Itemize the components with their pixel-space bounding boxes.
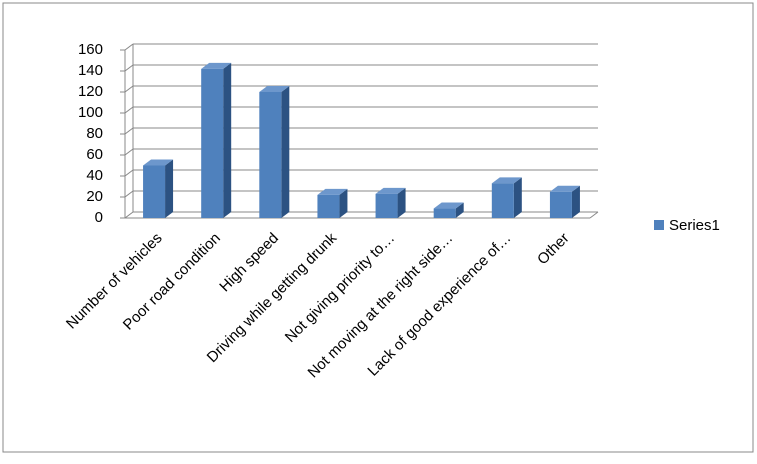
- floor-line: [589, 211, 599, 219]
- bar-side: [223, 62, 232, 219]
- y-tick-label: 20: [86, 188, 103, 205]
- bar: [491, 183, 514, 218]
- legend-label: Series1: [669, 217, 720, 234]
- grid-line: [124, 169, 134, 177]
- bar: [259, 92, 282, 218]
- chart-border: [2, 2, 754, 453]
- bar-side: [165, 159, 174, 218]
- bar-side: [571, 185, 580, 218]
- y-tick-label: 160: [78, 41, 103, 58]
- bar-top: [549, 185, 580, 192]
- bar: [143, 165, 166, 218]
- bar-side: [281, 86, 290, 218]
- y-tick-label: 100: [78, 104, 103, 121]
- legend-swatch: [654, 220, 664, 230]
- grid-line: [124, 148, 134, 156]
- grid-line: [124, 190, 134, 198]
- bar-top: [201, 62, 232, 69]
- grid-line: [124, 64, 134, 72]
- y-tick-label: 80: [86, 125, 103, 142]
- bar-side: [397, 187, 406, 218]
- grid-line: [124, 211, 134, 219]
- grid-line: [124, 85, 134, 93]
- y-tick-label: 0: [95, 209, 103, 226]
- bar-side: [455, 202, 464, 218]
- bar: [317, 194, 340, 218]
- grid-line: [124, 43, 134, 51]
- bar-side: [513, 177, 522, 218]
- bar: [549, 191, 572, 218]
- bar: [375, 193, 398, 218]
- bar-top: [433, 202, 464, 209]
- bar-top: [375, 187, 406, 194]
- grid-line: [124, 127, 134, 135]
- grid-line: [124, 106, 134, 114]
- y-tick-label: 40: [86, 167, 103, 184]
- bar-top: [491, 177, 522, 184]
- y-tick-label: 60: [86, 146, 103, 163]
- bar-side: [339, 188, 348, 218]
- y-tick-label: 140: [78, 62, 103, 79]
- bar: [201, 68, 224, 219]
- bar-top: [143, 159, 174, 166]
- bar-top: [259, 86, 290, 92]
- bar-top: [317, 188, 348, 195]
- y-tick-label: 120: [78, 83, 103, 100]
- bar: [433, 208, 456, 218]
